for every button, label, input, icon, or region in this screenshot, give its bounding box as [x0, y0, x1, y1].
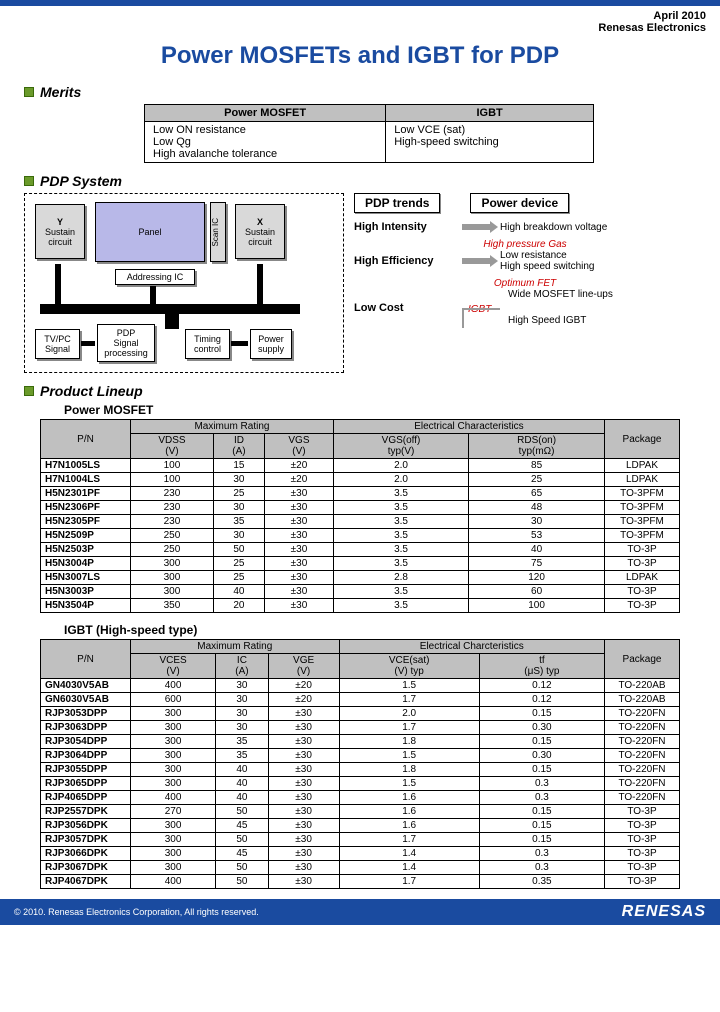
trend-r-1: Low resistance High speed switching — [500, 250, 696, 272]
pdp-diagram: Y Sustain circuit Panel Scan IC X Sustai… — [24, 193, 344, 373]
footer-logo: RENESAS — [622, 903, 706, 921]
box-pdp-proc: PDP Signal processing — [97, 324, 155, 362]
footer: © 2010. Renesas Electronics Corporation,… — [0, 899, 720, 925]
pdp-row: Y Sustain circuit Panel Scan IC X Sustai… — [24, 193, 696, 373]
box-panel: Panel — [95, 202, 205, 262]
trend-row-1: High Efficiency Low resistance High spee… — [354, 250, 696, 272]
page-title: Power MOSFETs and IGBT for PDP — [0, 34, 720, 80]
arrow-h1 — [81, 341, 95, 346]
section-head-merits: Merits — [24, 84, 696, 100]
lbl-scanic: Scan IC — [211, 218, 225, 246]
trend-opt: Optimum FET — [354, 278, 696, 289]
trend-r-2a: Wide MOSFET line-ups — [508, 289, 696, 300]
split-arrow — [462, 308, 500, 328]
section-title-pdp: PDP System — [40, 173, 122, 189]
box-power: Power supply — [250, 329, 292, 359]
trend-note-0: High pressure Gas — [354, 239, 696, 250]
page: April 2010 Renesas Electronics Power MOS… — [0, 0, 720, 925]
header-company: Renesas Electronics — [0, 22, 706, 34]
box-x: X Sustain circuit — [235, 204, 285, 259]
lbl-timing: Timing control — [186, 334, 229, 354]
box-y: Y Sustain circuit — [35, 204, 85, 259]
mosfet-table: P/NMaximum RatingElectrical Characterist… — [40, 419, 680, 613]
trend-row-0: High Intensity High breakdown voltage — [354, 221, 696, 233]
trend-l-0: High Intensity — [354, 221, 454, 233]
footer-copy: © 2010. Renesas Electronics Corporation,… — [14, 907, 259, 917]
box-scanic: Scan IC — [210, 202, 226, 262]
mosfet-title: Power MOSFET — [64, 403, 696, 417]
lbl-tvpc: TV/PC Signal — [36, 334, 79, 354]
section-head-pdp: PDP System — [24, 173, 696, 189]
trends-h1: PDP trends — [354, 193, 440, 213]
merits-table: Power MOSFET IGBT Low ON resistance Low … — [144, 104, 594, 163]
trend-igbt: IGBT — [468, 304, 696, 315]
bullet-icon — [24, 386, 34, 396]
trends-h2: Power device — [470, 193, 569, 213]
box-addressing: Addressing IC — [115, 269, 195, 285]
arrow-icon — [462, 224, 492, 230]
trend-r-0: High breakdown voltage — [500, 222, 696, 233]
lbl-pdp-proc: PDP Signal processing — [98, 328, 154, 358]
arrow-up-1 — [55, 264, 61, 309]
lbl-power: Power supply — [251, 334, 291, 354]
trends-header: PDP trends Power device — [354, 193, 696, 213]
section-lineup: Product Lineup Power MOSFET P/NMaximum R… — [0, 383, 720, 889]
trend-l-2: Low Cost — [354, 302, 454, 314]
section-title-lineup: Product Lineup — [40, 383, 143, 399]
arrow-up-3 — [257, 264, 263, 309]
trend-r-2-wrap: Wide MOSFET line-ups IGBT High Speed IGB… — [508, 289, 696, 326]
igbt-title: IGBT (High-speed type) — [64, 623, 696, 637]
lbl-sustain-y: Sustain circuit — [36, 227, 84, 247]
trend-row-2: Low Cost Wide MOSFET line-ups IGBT High … — [354, 289, 696, 326]
section-title-merits: Merits — [40, 84, 81, 100]
igbt-table: P/NMaximum RatingElectrical Charcteristi… — [40, 639, 680, 889]
bullet-icon — [24, 176, 34, 186]
arrow-h3 — [231, 341, 248, 346]
arrow-up-2 — [150, 286, 156, 309]
arrow-icon — [462, 258, 492, 264]
box-tvpc: TV/PC Signal — [35, 329, 80, 359]
lbl-sustain-x: Sustain circuit — [236, 227, 284, 247]
merits-col-1: IGBT — [386, 105, 594, 122]
merits-cell-00: Low ON resistance Low Qg High avalanche … — [145, 122, 386, 163]
section-head-lineup: Product Lineup — [24, 383, 696, 399]
box-timing: Timing control — [185, 329, 230, 359]
trends-panel: PDP trends Power device High Intensity H… — [354, 193, 696, 373]
trend-l-1: High Efficiency — [354, 255, 454, 267]
section-pdp: PDP System Y Sustain circuit Panel Scan … — [0, 173, 720, 373]
section-merits: Merits Power MOSFET IGBT Low ON resistan… — [0, 84, 720, 163]
arrow-mid — [165, 314, 179, 329]
header: April 2010 Renesas Electronics — [0, 6, 720, 34]
header-date: April 2010 — [0, 10, 706, 22]
lbl-panel: Panel — [96, 227, 204, 237]
bullet-icon — [24, 87, 34, 97]
lbl-x: X — [236, 217, 284, 227]
lbl-addressing: Addressing IC — [116, 272, 194, 282]
merits-cell-01: Low VCE (sat) High-speed switching — [386, 122, 594, 163]
trend-r-2b: High Speed IGBT — [508, 315, 696, 326]
merits-col-0: Power MOSFET — [145, 105, 386, 122]
lbl-y: Y — [36, 217, 84, 227]
